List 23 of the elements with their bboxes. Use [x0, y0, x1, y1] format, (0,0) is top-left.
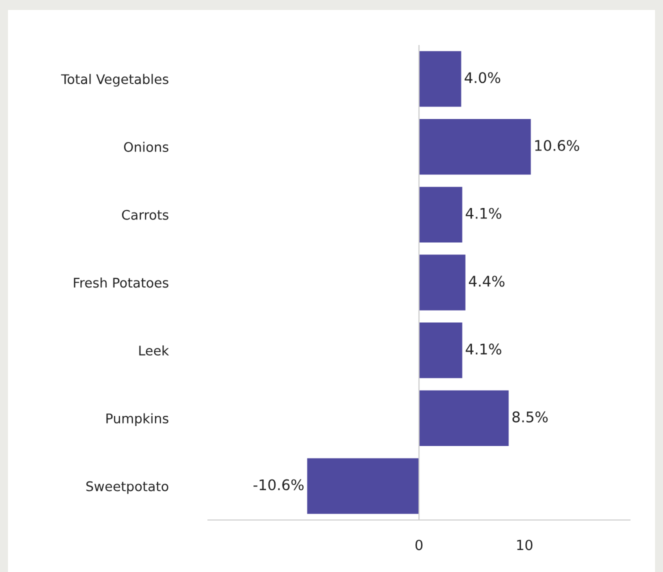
- data-label: -10.6%: [254, 479, 304, 490]
- y-tick-label: Total Vegetables: [61, 74, 168, 87]
- data-label: 8.5%: [512, 411, 548, 422]
- data-label: 4.1%: [466, 208, 502, 219]
- data-label: 4.4%: [468, 276, 504, 287]
- bar: [419, 51, 462, 107]
- y-tick-label: Pumpkins: [106, 413, 168, 426]
- bar: [419, 322, 462, 378]
- data-label: 4.1%: [466, 344, 502, 355]
- y-tick-label: Sweetpotato: [86, 481, 168, 494]
- y-tick-label: Leek: [139, 345, 169, 356]
- y-tick-label: Onions: [124, 142, 168, 152]
- y-tick-label: Fresh Potatoes: [74, 277, 168, 288]
- bar: [419, 118, 531, 175]
- bar: [307, 458, 419, 514]
- data-label: 10.6%: [535, 140, 580, 152]
- bar: [419, 254, 466, 310]
- data-label: 4.0%: [464, 72, 500, 84]
- bar: [419, 186, 462, 242]
- y-tick-label: Carrots: [122, 210, 168, 220]
- x-tick-label: 10: [517, 540, 532, 550]
- bar: [419, 390, 509, 446]
- x-tick-label: 0: [415, 540, 422, 550]
